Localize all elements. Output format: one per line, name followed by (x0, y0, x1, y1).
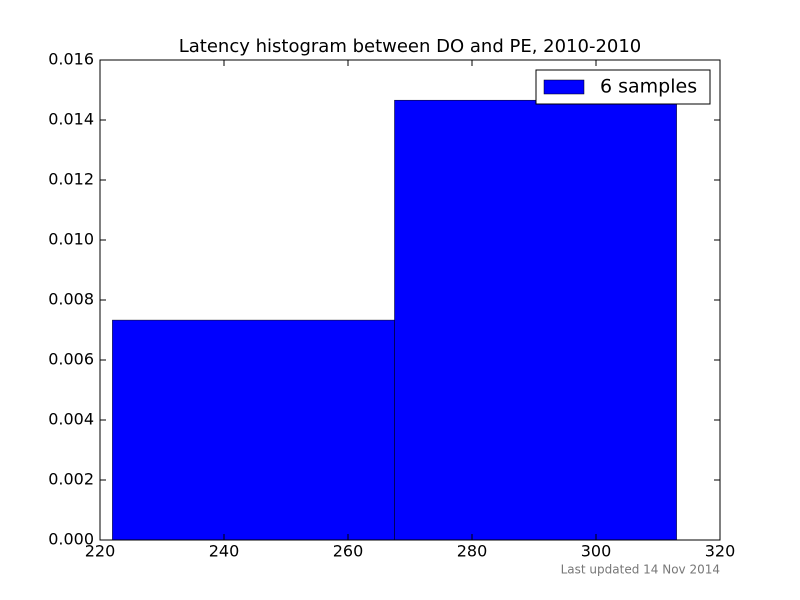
y-tick-label: 0.010 (48, 230, 94, 249)
y-tick-label: 0.012 (48, 170, 94, 189)
y-tick-label: 0.004 (48, 410, 94, 429)
bar (394, 99, 677, 541)
y-tick-label: 0.002 (48, 470, 94, 489)
x-tick-label: 280 (457, 542, 488, 561)
x-tick-label: 260 (333, 542, 364, 561)
y-tick-label: 0.016 (48, 50, 94, 69)
legend-label: 6 samples (600, 76, 697, 98)
footer: Last updated 14 Nov 2014 (561, 563, 720, 577)
x-tick-label: 240 (209, 542, 240, 561)
y-tick-label: 0.000 (48, 530, 94, 549)
legend-swatch (543, 79, 585, 95)
y-tick-label: 0.008 (48, 290, 94, 309)
x-tick-label: 300 (581, 542, 612, 561)
y-tick-label: 0.006 (48, 350, 94, 369)
bar (112, 319, 395, 541)
chart-title: Latency histogram between DO and PE, 201… (179, 36, 642, 57)
x-tick-label: 320 (705, 542, 736, 561)
y-tick-label: 0.014 (48, 110, 94, 129)
x-tick-label: 220 (85, 542, 116, 561)
